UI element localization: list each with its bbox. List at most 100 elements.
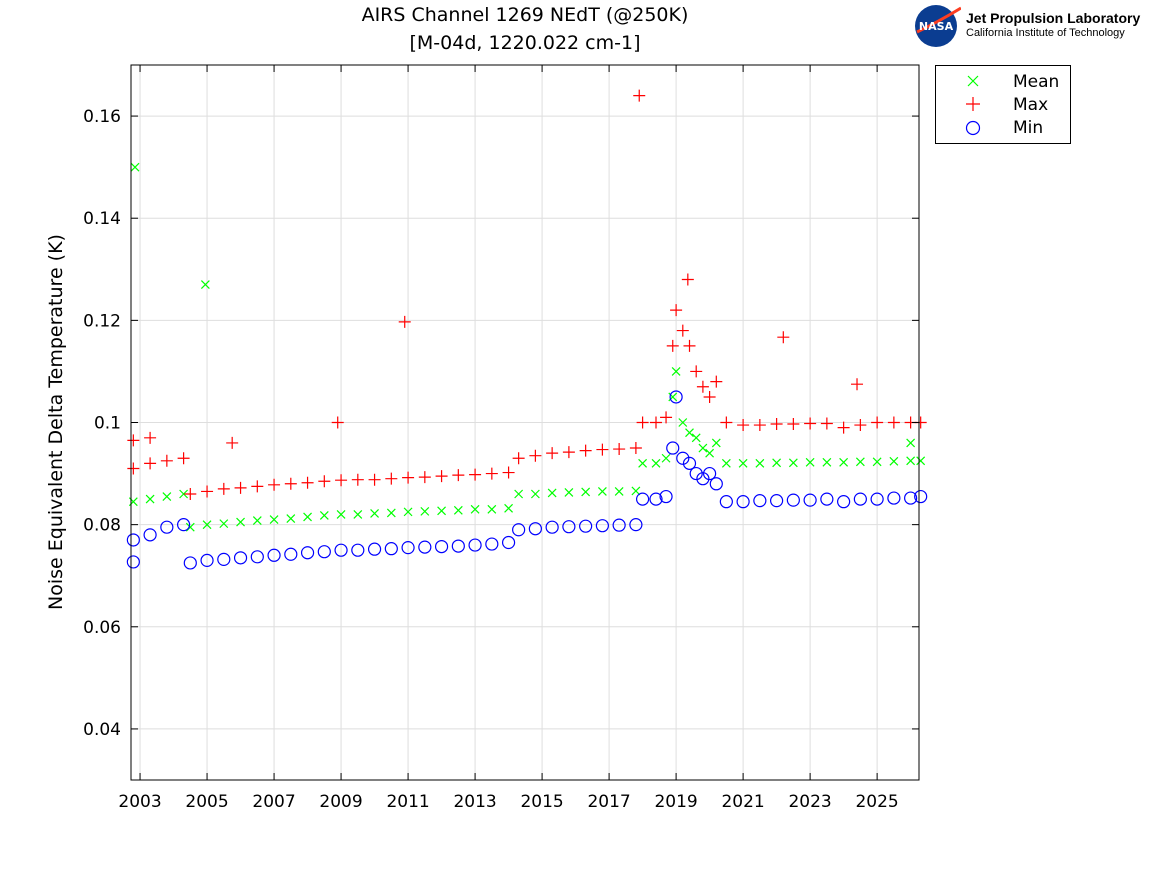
y-tick-label: 0.14 [83,209,121,229]
max-point [546,447,559,460]
max-point [710,375,723,388]
mean-point [252,516,262,525]
mean-point [678,418,688,427]
mean-point [698,443,708,453]
min-point [317,545,331,559]
max-point [398,315,411,328]
min-point [160,520,174,534]
y-tick-label: 0.08 [83,516,121,536]
legend-label: Mean [1013,72,1060,92]
mean-point [638,458,648,468]
min-point [579,519,593,533]
min-point [351,543,365,557]
mean-point [661,453,671,463]
min-point [887,491,901,505]
max-point [633,89,646,102]
mean-point [286,514,296,523]
min-point [659,489,673,504]
mean-point [839,457,849,467]
max-point [696,380,709,393]
max-point [851,378,864,391]
max-point [666,339,679,352]
max-point [629,442,642,455]
legend: Mean Max Min [935,65,1071,144]
min-point [669,390,683,404]
min-point [451,539,465,553]
ticks: 2003 2005 2007 2009 2011 2013 2015 2017 2019 2021… [83,65,919,812]
min-point [418,540,432,554]
max-point [318,475,331,488]
min-point [803,493,817,507]
max-point [837,421,850,434]
max-point [351,473,364,486]
mean-point [530,489,540,499]
min-point [485,537,499,551]
mean-point [755,458,765,468]
max-point [385,472,398,485]
min-point [666,441,680,455]
mean-point [487,504,497,514]
mean-point [671,367,681,376]
max-point [770,418,783,431]
series-mean [128,162,926,532]
mean-point [614,487,624,496]
series-max [127,89,927,500]
min-point [367,542,382,556]
mean-point [437,506,447,516]
max-point [529,449,542,462]
mean-point [353,510,363,519]
max-point [636,416,649,429]
min-point [384,542,398,556]
min-point [837,495,851,509]
mean-point [145,494,155,504]
max-point [127,462,140,475]
min-point [676,451,690,465]
min-point [300,546,315,560]
max-point [469,468,482,481]
min-point [267,548,281,562]
mean-point [872,457,882,467]
min-point [501,535,516,550]
max-point [127,434,140,447]
max-point [777,331,790,344]
mean-point [916,456,926,466]
x-tick-label: 2023 [788,792,831,812]
x-tick-label: 2015 [520,792,563,812]
mean-point [805,457,815,467]
mean-point [269,515,279,524]
min-point [217,552,231,566]
legend-item-min: Min [936,116,1070,139]
x-tick-label: 2007 [252,792,295,812]
legend-item-mean: Mean [936,70,1070,93]
min-point [914,489,928,504]
x-tick-label: 2005 [185,792,228,812]
max-point [335,474,348,487]
mean-point [219,519,229,529]
max-point [820,417,833,430]
min-point [401,541,415,555]
min-point [250,550,264,564]
min-point [183,556,197,570]
max-point [804,417,817,430]
y-axis-label: Noise Equivalent Delta Temperature (K) [45,234,67,610]
min-point [870,492,884,506]
mean-point [721,458,731,468]
x-tick-label: 2019 [654,792,697,812]
data-marks [126,89,928,570]
chart-subtitle: [M-04d, 1220.022 cm-1] [409,32,641,54]
min-point [770,494,784,508]
logo-sub: California Institute of Technology [966,27,1125,39]
max-point [596,443,609,456]
mean-point [179,489,189,499]
max-point [649,416,662,429]
min-point [753,494,767,508]
jpl-logo: NASA Jet Propulsion Laboratory Californi… [913,4,1163,48]
mean-point [130,162,140,172]
mean-point [547,488,557,498]
max-point [226,436,239,449]
mean-point [386,508,396,518]
mean-point [162,492,172,501]
legend-item-max: Max [936,93,1070,116]
min-point [177,518,191,532]
min-point [468,538,482,552]
